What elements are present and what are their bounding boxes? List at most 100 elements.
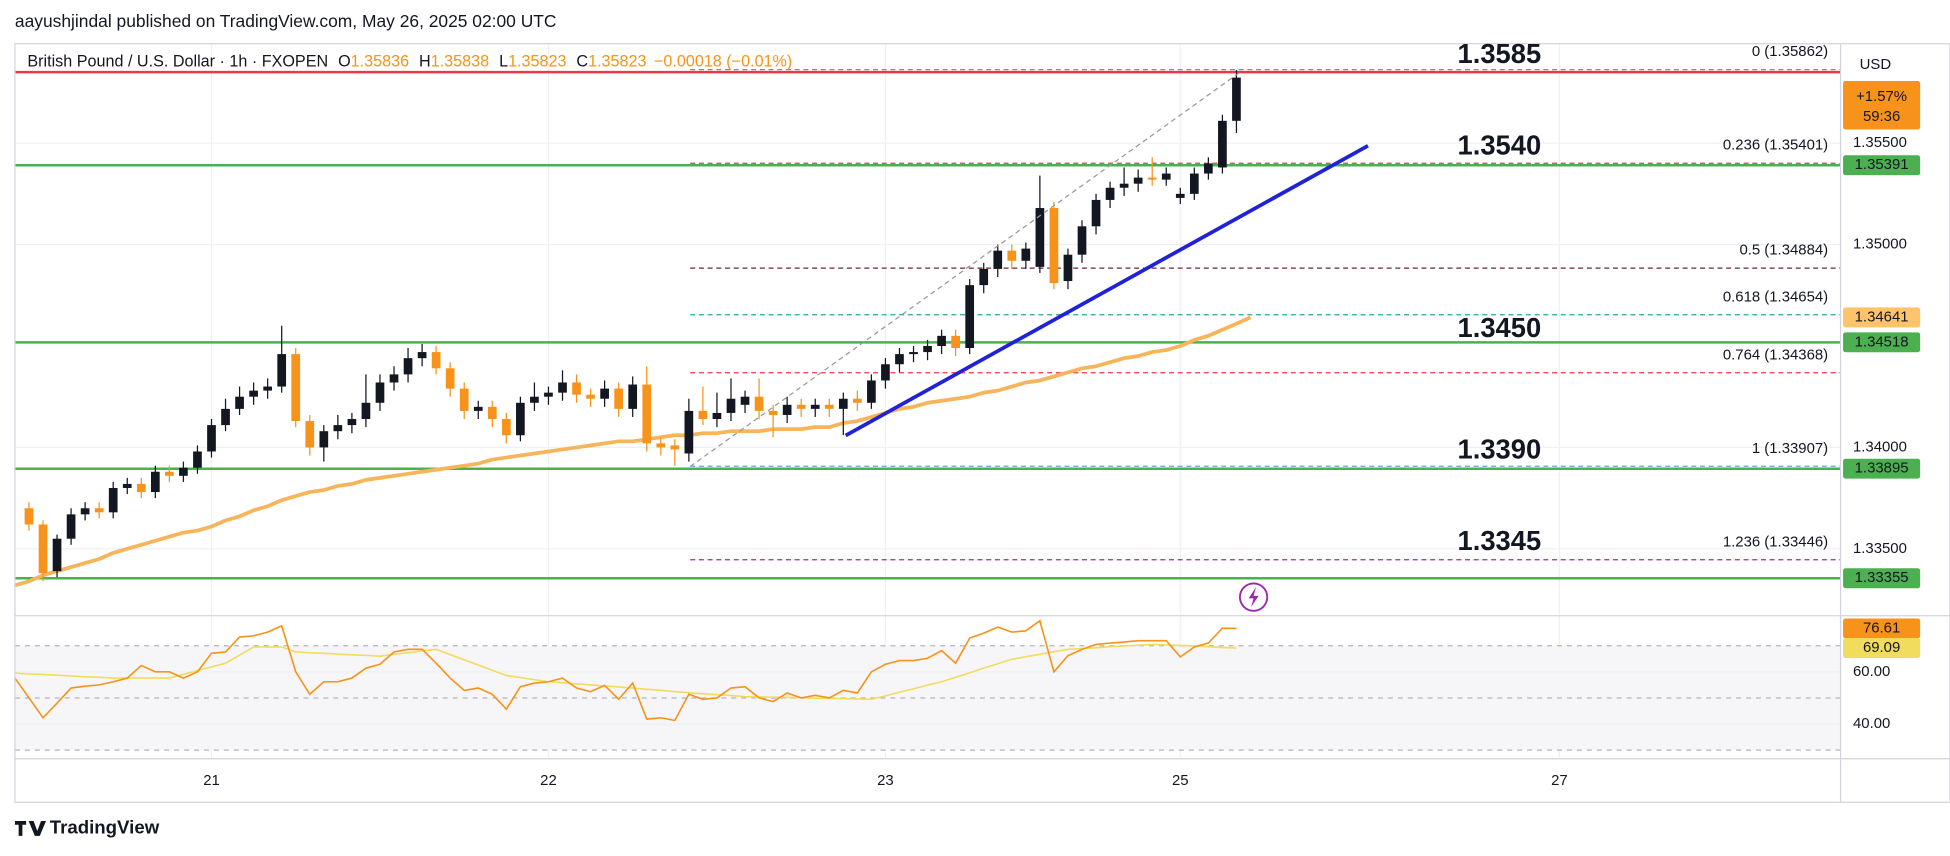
brand: TradingView [14,816,160,837]
level-tag: 1.35391 [1855,156,1909,173]
x-tick-label: 25 [1172,772,1189,789]
legend-key: L [499,53,508,71]
level-tag: 1.34518 [1855,333,1909,350]
candle-body [544,392,553,397]
candle-body [375,382,385,403]
candle-body [712,412,722,420]
candle-body [1161,173,1171,180]
candle-body [937,335,946,346]
legend-value: 1.35836 [351,53,409,71]
candle-body [1119,183,1129,188]
level-tag-box [1843,332,1921,353]
candle-body [150,471,160,493]
candle-body [122,483,132,488]
candle-body [628,384,638,409]
candle-body [965,285,975,349]
rsi-signal-line [14,643,1237,701]
candle-body [1035,208,1045,267]
candle-body [38,524,48,574]
candle-body [1021,248,1031,261]
candle-body [165,471,174,476]
candle-body [768,410,778,415]
candle-body [361,402,371,420]
bar-countdown: 59:36 [1863,108,1900,125]
ma-tag-box [1843,307,1921,328]
legend-symbol: British Pound / U.S. Dollar · 1h · FXOPE… [27,53,328,71]
candle-body [1133,177,1143,184]
candle-body [1007,250,1017,261]
candle-body [516,402,525,436]
legend-change: −0.00018 (−0.01%) [654,53,792,71]
candle-body [1218,120,1227,168]
candle-body [951,335,960,349]
candle-body [24,508,34,525]
ma-tag: 1.34641 [1855,308,1909,325]
candle-body [207,425,216,452]
brand-name[interactable]: TradingView [50,816,160,837]
candle-body [810,404,820,409]
fib-level-label: 1 (1.33907) [1752,440,1828,457]
candle-body [1189,173,1199,194]
candle-body [347,419,357,426]
candle-body [572,382,581,395]
candle-body [684,410,694,454]
x-tick-label: 21 [203,772,220,789]
candle-body [1204,163,1213,174]
candle-body [642,384,652,444]
legend-key: O [338,53,351,71]
x-tick-label: 22 [540,772,557,789]
y-tick-label: 1.35500 [1853,134,1907,151]
y-tick-label: 1.35000 [1853,235,1907,252]
moving-average-line [14,315,1252,588]
candle-body [754,396,764,411]
rsi-tick-label: 40.00 [1853,715,1890,732]
axis-tags-layer: +1.57% 59:36 1.35391 1.34518 1.33895 1.3335… [1843,81,1921,659]
candle-body [1147,177,1157,180]
candle-body [1063,254,1073,282]
grid-layer [14,43,1841,759]
rsi-tag: 69.09 [1863,639,1900,656]
candle-body [291,354,301,422]
candle-body [530,396,539,403]
key-level-label: 1.3390 [1458,434,1542,465]
rsi-tag-box [1843,638,1921,659]
candle-body [796,404,806,409]
rsi-tag-box [1843,618,1921,639]
fib-level-label: 0.236 (1.35401) [1723,137,1828,154]
candle-body [473,406,483,411]
candle-body [94,508,104,513]
brand-logo[interactable] [14,820,47,836]
rsi-tag: 76.61 [1863,619,1900,636]
key-level-label: 1.3450 [1458,312,1542,343]
candle-body [1077,226,1087,255]
fib-level-label: 0.764 (1.34368) [1723,346,1828,363]
currency-label[interactable]: USD [1860,56,1892,73]
rsi-band [14,645,1841,751]
candle-body [277,354,287,387]
candle-body [389,374,399,383]
candle-body [838,398,848,409]
candle-body [193,451,202,468]
candle-body [1175,193,1185,198]
candle-body [853,398,862,403]
legend-key: H [419,53,431,71]
candle-body [656,443,666,448]
candle-body [319,431,329,448]
price-change: +1.57% [1856,88,1907,105]
candle-body [108,487,118,513]
trend-line [844,144,1369,438]
candle-body [431,352,441,369]
candle-body [1049,208,1059,284]
candle-body [1091,199,1101,227]
candle-body [782,404,792,415]
candle-body [923,345,932,353]
key-level-label: 1.3540 [1458,129,1542,160]
level-tag: 1.33895 [1855,460,1909,477]
candle-body [80,508,90,515]
candle-body [614,388,624,409]
candle-body [445,368,455,389]
candle-body [221,408,230,426]
candle-body [558,382,567,393]
x-tick-label: 23 [877,772,894,789]
candle-body [586,394,595,399]
